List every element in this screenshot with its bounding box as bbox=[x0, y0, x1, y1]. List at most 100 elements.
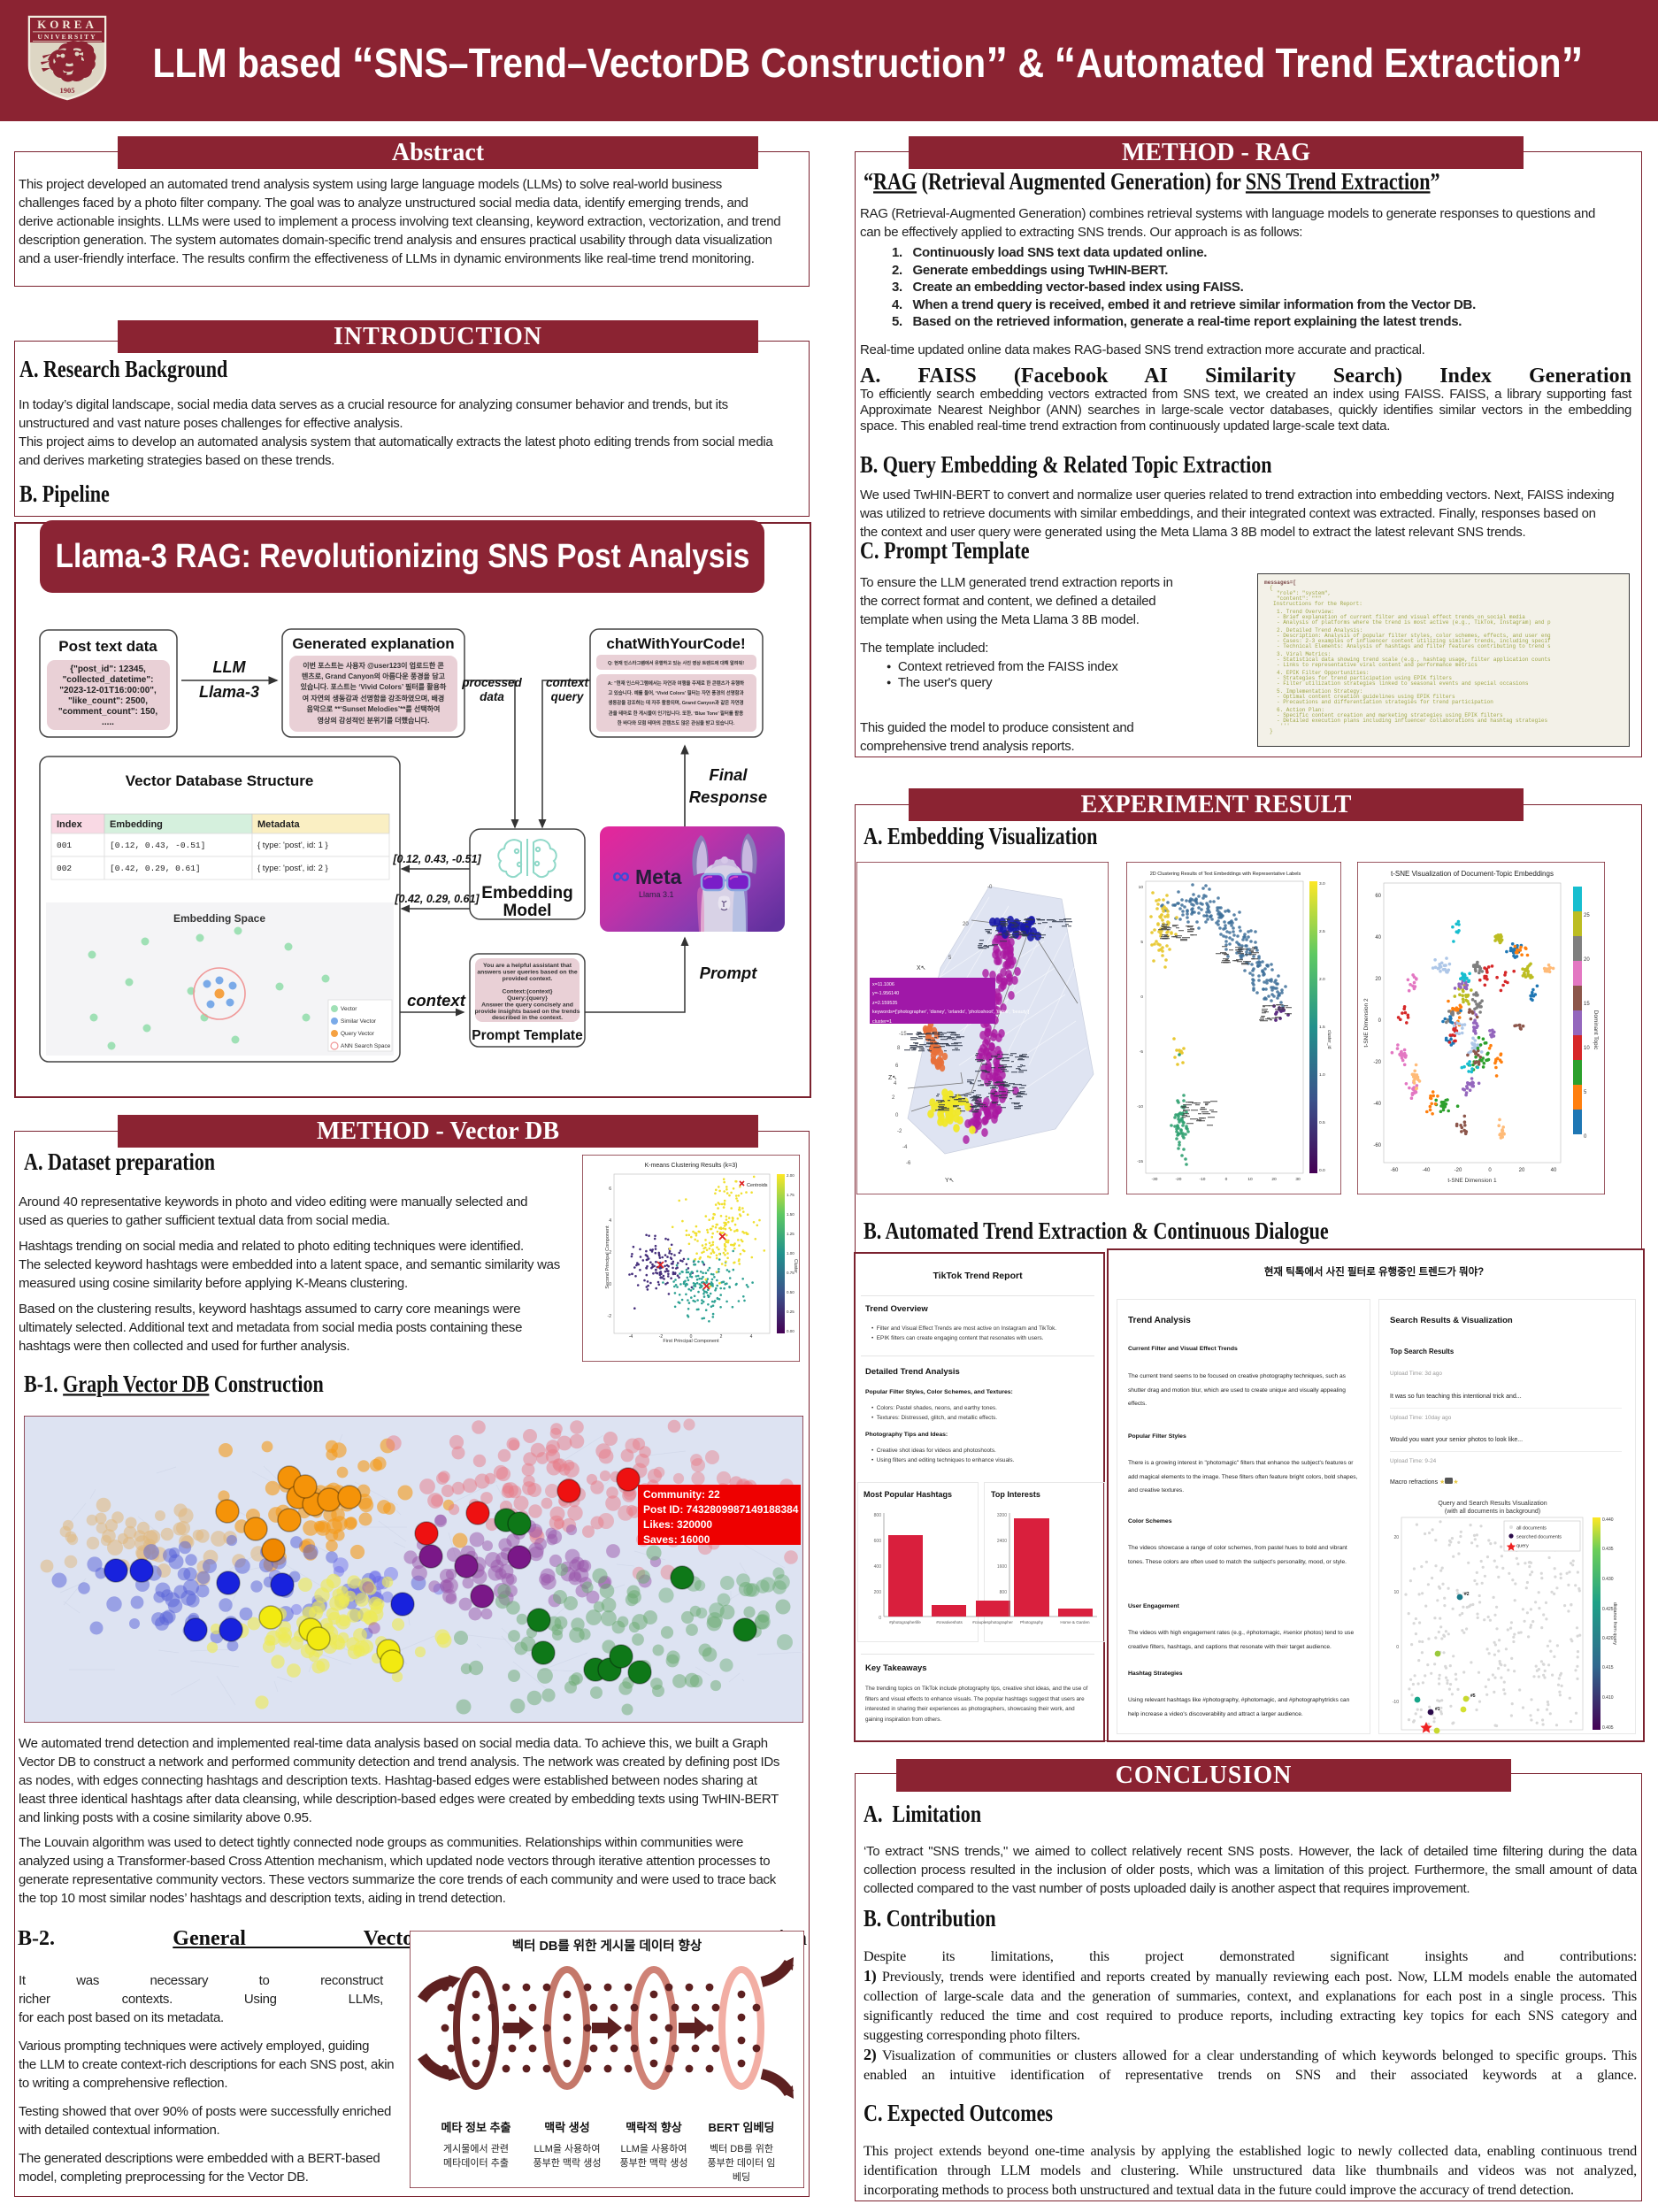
svg-text:-2: -2 bbox=[608, 1314, 612, 1319]
svg-text:You are a helpful assistant th: You are a helpful assistant that bbox=[483, 963, 572, 969]
svg-text:{"post_id": 12345,: {"post_id": 12345, bbox=[70, 664, 146, 674]
svg-text:Post text data: Post text data bbox=[58, 638, 157, 655]
svg-text:-4: -4 bbox=[629, 1334, 633, 1340]
svg-text:20: 20 bbox=[1271, 1177, 1277, 1182]
svg-text:-60: -60 bbox=[1373, 1143, 1381, 1148]
svg-text:Saves: 16000: Saves: 16000 bbox=[643, 1533, 710, 1546]
svg-text:게시물에서 관련: 게시물에서 관련 bbox=[443, 2143, 509, 2154]
svg-text:Q: 현재 인스타그램에서 유행하고 있는 사진 영상 트렌: Q: 현재 인스타그램에서 유행하고 있는 사진 영상 트렌드에 대해 알려줘! bbox=[608, 659, 744, 666]
svg-text:0: 0 bbox=[1140, 995, 1143, 1000]
svg-text:이번 포스트는 사용자 @user123이 업로드한 콘: 이번 포스트는 사용자 @user123이 업로드한 콘 bbox=[303, 661, 444, 670]
svg-text:cluster_id: cluster_id bbox=[1326, 1030, 1332, 1049]
svg-text:Instructions for the Report:: Instructions for the Report: bbox=[1273, 601, 1362, 607]
svg-text:관을 테마로 한 게시물이 인기입니다. 또한, ‘Blue: 관을 테마로 한 게시물이 인기입니다. 또한, ‘Blue Tone’ 필터를… bbox=[609, 710, 743, 717]
svg-text:고 있습니다. 예를 들어, ‘Vivid Colors’: 고 있습니다. 예를 들어, ‘Vivid Colors’ 필터는 자연 풍경의… bbox=[608, 689, 743, 696]
svg-text:X↖: X↖ bbox=[917, 965, 926, 972]
svg-text:200: 200 bbox=[874, 1590, 882, 1595]
svg-text:2.5: 2.5 bbox=[1319, 929, 1325, 934]
svg-text:Index: Index bbox=[57, 819, 83, 830]
svg-text:2D Clustering Results of Text: 2D Clustering Results of Text Embeddings… bbox=[1150, 872, 1301, 877]
svg-text:Dominant Topic: Dominant Topic bbox=[1593, 1010, 1599, 1050]
svg-text:0.425: 0.425 bbox=[1602, 1607, 1614, 1612]
svg-text:First Principal Component: First Principal Component bbox=[663, 1339, 719, 1344]
svg-text:Model: Model bbox=[503, 902, 552, 920]
svg-text:3. Viral Metrics:: 3. Viral Metrics: bbox=[1277, 651, 1331, 657]
svg-text:맥락적 향상: 맥락적 향상 bbox=[626, 2121, 681, 2134]
svg-text:"role": "system",: "role": "system", bbox=[1277, 590, 1331, 596]
svg-text:"2023-12-01T16:00:00",: "2023-12-01T16:00:00", bbox=[59, 686, 157, 695]
svg-text:- Strategies for trend partici: - Strategies for trend participation usi… bbox=[1277, 675, 1452, 681]
svg-text:Answer the query concisely and: Answer the query concisely and bbox=[481, 1002, 573, 1008]
svg-text:{ type: 'post', id: 1 }: { type: 'post', id: 1 } bbox=[257, 841, 328, 850]
svg-text:Likes: 320000: Likes: 320000 bbox=[643, 1518, 712, 1531]
svg-text:0: 0 bbox=[1488, 1168, 1492, 1173]
svg-text:.....: ..... bbox=[102, 718, 114, 727]
svg-text:800: 800 bbox=[1000, 1590, 1008, 1595]
svg-text:20: 20 bbox=[1375, 977, 1381, 982]
svg-text:[0.42, 0.29, 0.61]: [0.42, 0.29, 0.61] bbox=[110, 864, 201, 873]
svg-text:-60: -60 bbox=[1391, 1168, 1399, 1173]
svg-text:0.435: 0.435 bbox=[1602, 1547, 1614, 1552]
svg-text:Llama 3.1: Llama 3.1 bbox=[639, 890, 674, 899]
svg-text:5: 5 bbox=[1584, 1090, 1587, 1095]
svg-text:Generated explanation: Generated explanation bbox=[292, 635, 454, 652]
svg-text:-10: -10 bbox=[1200, 1177, 1206, 1182]
svg-text:-20: -20 bbox=[1176, 1177, 1182, 1182]
svg-text:[0.12, 0.43, -0.51]: [0.12, 0.43, -0.51] bbox=[110, 841, 205, 850]
svg-text:LLM을 사용하여: LLM을 사용하여 bbox=[620, 2142, 687, 2154]
svg-text:400: 400 bbox=[874, 1564, 882, 1570]
svg-text:3.0: 3.0 bbox=[1319, 881, 1325, 887]
svg-text:Prompt Template: Prompt Template bbox=[472, 1028, 583, 1043]
svg-text:텐츠로, Grand Canyon의 아름다운 풍경을 담고: 텐츠로, Grand Canyon의 아름다운 풍경을 담고 bbox=[302, 672, 446, 680]
svg-text:풍부한 맥락 생성: 풍부한 맥락 생성 bbox=[533, 2157, 602, 2169]
svg-text:- Precautions and differentiat: - Precautions and differentiation strate… bbox=[1277, 699, 1493, 705]
svg-text:- Links to representative vira: - Links to representative viral content … bbox=[1277, 662, 1478, 668]
svg-text:4: 4 bbox=[609, 1218, 611, 1224]
svg-text:Home & Garden: Home & Garden bbox=[1060, 1620, 1090, 1624]
svg-text:메타데이터 추출: 메타데이터 추출 bbox=[443, 2157, 509, 2169]
svg-text:1.50: 1.50 bbox=[787, 1212, 794, 1217]
svg-text:#2: #2 bbox=[1464, 1592, 1470, 1597]
svg-text:-10: -10 bbox=[1137, 1104, 1143, 1110]
svg-text:t-SNE Dimension 1: t-SNE Dimension 1 bbox=[1447, 1178, 1497, 1184]
svg-text:5. Implementation Strategy:: 5. Implementation Strategy: bbox=[1277, 688, 1362, 695]
svg-text:- Statistical data showing tre: - Statistical data showing trend scale (… bbox=[1277, 657, 1551, 663]
svg-text:- Detailed execution plans inc: - Detailed execution plans including inf… bbox=[1277, 718, 1547, 724]
svg-text:Query:{query}: Query:{query} bbox=[507, 995, 548, 1002]
svg-text:Vector: Vector bbox=[341, 1006, 357, 1012]
svg-text:메타 정보 추출: 메타 정보 추출 bbox=[441, 2121, 511, 2134]
svg-text:1.00: 1.00 bbox=[787, 1251, 794, 1256]
svg-text:0: 0 bbox=[1378, 1018, 1382, 1024]
svg-text:(with all documents in backgro: (with all documents in background) bbox=[1445, 1509, 1540, 1515]
svg-text:''': ''' bbox=[1280, 723, 1290, 729]
svg-text:30: 30 bbox=[1295, 1177, 1301, 1182]
svg-text:1905: 1905 bbox=[60, 86, 75, 95]
svg-text:Prompt: Prompt bbox=[700, 964, 758, 982]
svg-text:8: 8 bbox=[897, 1046, 901, 1051]
svg-text:벡터 DB를 위한 게시물 데이터 향상: 벡터 DB를 위한 게시물 데이터 향상 bbox=[512, 1939, 702, 1954]
svg-text:영상의 감성적인 분위기를 더했습니다.: 영상의 감성적인 분위기를 더했습니다. bbox=[318, 716, 430, 725]
svg-text:- Technical Elements: Analysis: - Technical Elements: Analysis of hashta… bbox=[1277, 643, 1551, 649]
svg-text:keywords=['photographer', 'dis: keywords=['photographer', 'disney', 'orl… bbox=[872, 1010, 1030, 1015]
svg-text:1. Trend Overview:: 1. Trend Overview: bbox=[1277, 609, 1334, 615]
svg-text:여 자연의 생동감과 선명함을 강조하였으며, 배경: 여 자연의 생동감과 선명함을 강조하였으며, 배경 bbox=[303, 694, 445, 703]
svg-text:-2: -2 bbox=[897, 1129, 902, 1134]
svg-text:Y↖: Y↖ bbox=[945, 1178, 955, 1184]
svg-text:2400: 2400 bbox=[997, 1539, 1007, 1544]
svg-text:음악으로 **‘Sunset Melodies’**를 선택: 음악으로 **‘Sunset Melodies’**를 선택하여 bbox=[307, 704, 441, 713]
svg-text:LLM: LLM bbox=[213, 658, 247, 676]
svg-text:-4: -4 bbox=[902, 1145, 908, 1150]
svg-text:∞: ∞ bbox=[612, 862, 630, 889]
svg-text:벡터 DB를 위한: 벡터 DB를 위한 bbox=[710, 2143, 773, 2154]
svg-text:001: 001 bbox=[57, 841, 72, 850]
svg-text:-40: -40 bbox=[1423, 1168, 1431, 1173]
svg-text:Vector Database Structure: Vector Database Structure bbox=[126, 772, 314, 789]
svg-text:Llama-3: Llama-3 bbox=[199, 683, 259, 701]
svg-text:provide insights based on the: provide insights based on the trends bbox=[475, 1009, 580, 1015]
svg-text:messages=[: messages=[ bbox=[1264, 580, 1296, 586]
svg-text:0.405: 0.405 bbox=[1602, 1725, 1614, 1731]
svg-text:distance from query: distance from query bbox=[1612, 1602, 1617, 1646]
svg-text:6. Action Plan:: 6. Action Plan: bbox=[1277, 707, 1324, 713]
